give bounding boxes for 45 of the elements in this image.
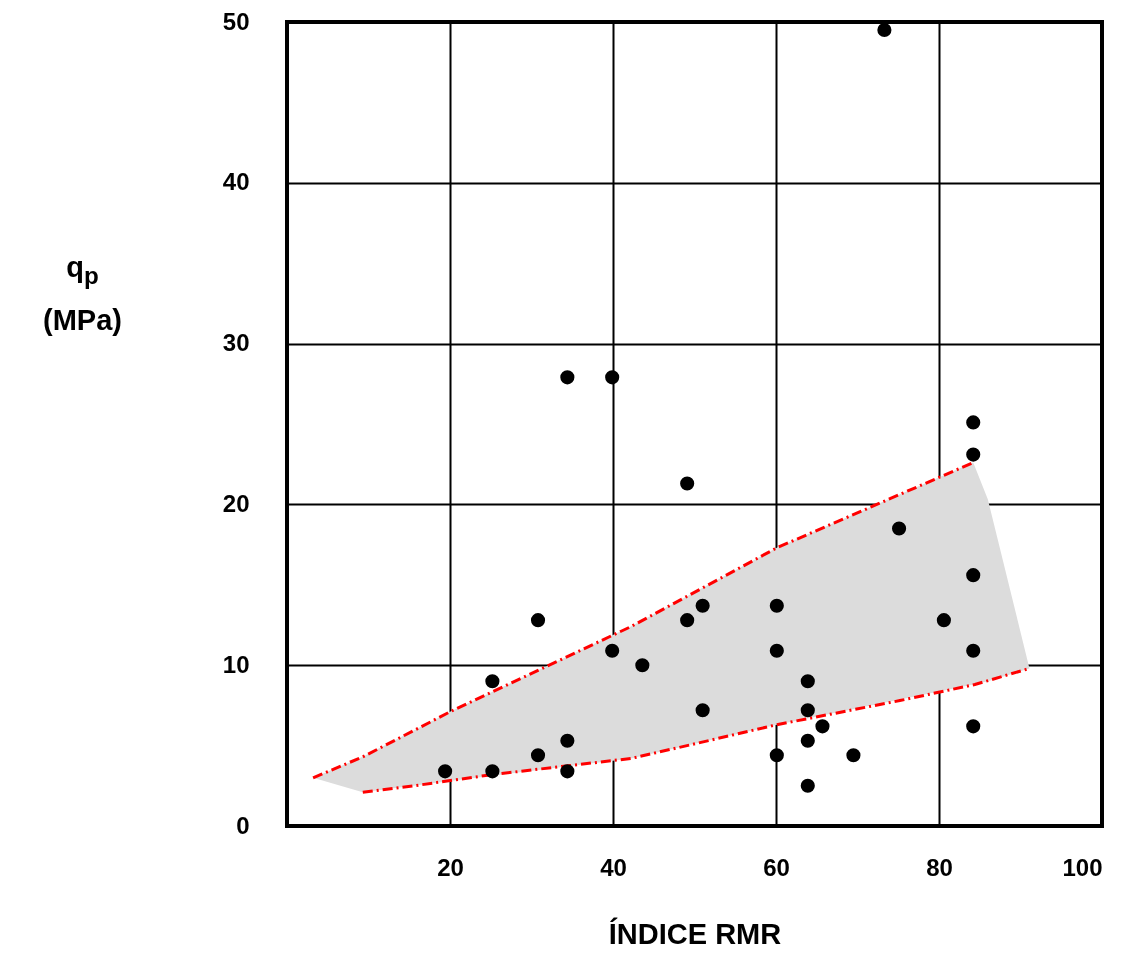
y-tick-label: 40 [222, 168, 250, 196]
point [560, 370, 575, 385]
point [800, 703, 815, 718]
point [605, 643, 620, 658]
point [485, 674, 500, 689]
y-axis-title: q$_{p}$ (MPa) [42, 250, 123, 338]
x-tick-label: 100 [1062, 853, 1103, 881]
point [605, 370, 620, 385]
point [800, 778, 815, 793]
point [891, 521, 907, 536]
point [695, 598, 710, 613]
x-tick-label: 20 [437, 853, 464, 881]
point [560, 733, 575, 748]
point [800, 674, 815, 689]
y-tick-label: 20 [222, 489, 250, 517]
point [966, 719, 981, 734]
y-tick-label: 0 [236, 811, 250, 839]
point [769, 598, 784, 613]
x-tick-label: 80 [926, 853, 953, 881]
point [966, 643, 981, 658]
point [966, 415, 981, 430]
y-tick-label: 50 [222, 7, 250, 35]
point [769, 643, 784, 658]
point [560, 764, 575, 779]
point [966, 568, 981, 583]
point [815, 719, 830, 734]
y-tick-label: 30 [222, 329, 250, 357]
point [877, 22, 892, 38]
point [530, 613, 546, 628]
x-tick-label: 60 [763, 853, 790, 881]
point [800, 733, 815, 748]
point [695, 703, 710, 718]
point [438, 764, 453, 779]
point [680, 613, 695, 628]
point [635, 658, 650, 673]
point [530, 748, 546, 763]
point [680, 476, 695, 491]
x-tick-label: 40 [600, 853, 627, 881]
point [936, 613, 951, 628]
x-axis-title: ÍNDICE RMR [608, 916, 782, 950]
point [769, 748, 784, 763]
point [485, 764, 500, 779]
y-tick-label: 10 [222, 650, 250, 678]
point [846, 748, 861, 763]
point [966, 447, 981, 462]
